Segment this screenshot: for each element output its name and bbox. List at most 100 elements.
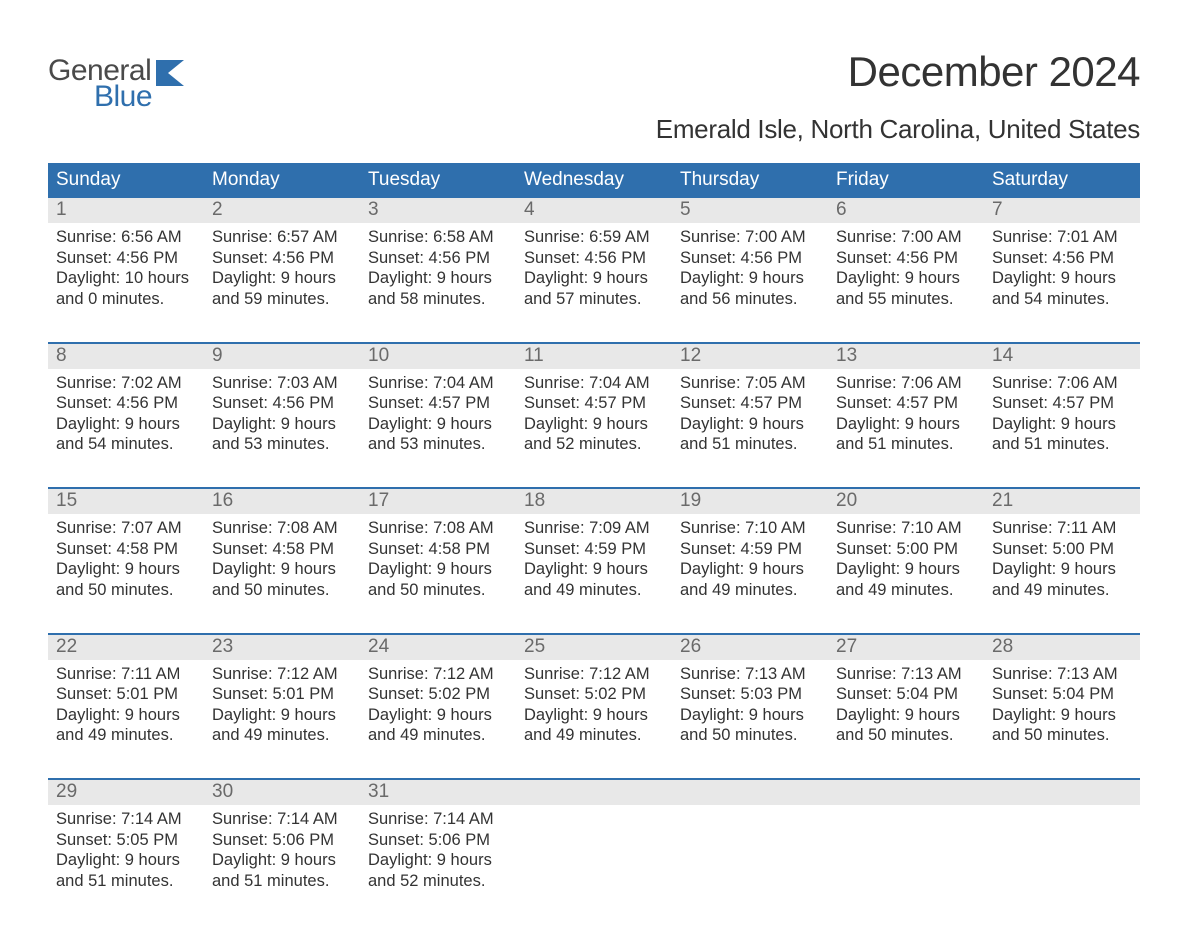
day-cell: Sunrise: 7:02 AMSunset: 4:56 PMDaylight:… bbox=[48, 369, 204, 464]
day-cell: Sunrise: 7:14 AMSunset: 5:06 PMDaylight:… bbox=[204, 805, 360, 900]
daylight-text-1: Daylight: 9 hours bbox=[836, 414, 976, 435]
day-cell: Sunrise: 7:14 AMSunset: 5:05 PMDaylight:… bbox=[48, 805, 204, 900]
sunrise-text: Sunrise: 7:07 AM bbox=[56, 518, 196, 539]
daylight-text-1: Daylight: 9 hours bbox=[836, 268, 976, 289]
daylight-text-2: and 49 minutes. bbox=[212, 725, 352, 746]
weekday-label: Wednesday bbox=[516, 163, 672, 198]
daylight-text-2: and 55 minutes. bbox=[836, 289, 976, 310]
sunset-text: Sunset: 4:56 PM bbox=[56, 393, 196, 414]
day-number: 6 bbox=[828, 198, 984, 223]
sunset-text: Sunset: 4:56 PM bbox=[524, 248, 664, 269]
sunrise-text: Sunrise: 7:03 AM bbox=[212, 373, 352, 394]
calendar-week: 293031Sunrise: 7:14 AMSunset: 5:05 PMDay… bbox=[48, 778, 1140, 900]
daylight-text-2: and 54 minutes. bbox=[992, 289, 1132, 310]
day-number: 11 bbox=[516, 344, 672, 369]
daylight-text-2: and 57 minutes. bbox=[524, 289, 664, 310]
sunset-text: Sunset: 5:06 PM bbox=[368, 830, 508, 851]
sunrise-text: Sunrise: 7:14 AM bbox=[56, 809, 196, 830]
sunrise-text: Sunrise: 7:09 AM bbox=[524, 518, 664, 539]
calendar-week: 1234567Sunrise: 6:56 AMSunset: 4:56 PMDa… bbox=[48, 198, 1140, 318]
day-number: 19 bbox=[672, 489, 828, 514]
day-cell: Sunrise: 6:59 AMSunset: 4:56 PMDaylight:… bbox=[516, 223, 672, 318]
day-cell: Sunrise: 7:01 AMSunset: 4:56 PMDaylight:… bbox=[984, 223, 1140, 318]
daylight-text-1: Daylight: 9 hours bbox=[212, 850, 352, 871]
sunrise-text: Sunrise: 6:57 AM bbox=[212, 227, 352, 248]
day-number-row: 891011121314 bbox=[48, 344, 1140, 369]
day-cell: Sunrise: 7:06 AMSunset: 4:57 PMDaylight:… bbox=[828, 369, 984, 464]
day-number: 27 bbox=[828, 635, 984, 660]
day-number bbox=[984, 780, 1140, 805]
day-number: 22 bbox=[48, 635, 204, 660]
sunset-text: Sunset: 5:02 PM bbox=[368, 684, 508, 705]
daylight-text-2: and 50 minutes. bbox=[212, 580, 352, 601]
sunset-text: Sunset: 4:56 PM bbox=[836, 248, 976, 269]
day-number: 8 bbox=[48, 344, 204, 369]
sunrise-text: Sunrise: 7:02 AM bbox=[56, 373, 196, 394]
daylight-text-1: Daylight: 9 hours bbox=[368, 705, 508, 726]
daylight-text-1: Daylight: 9 hours bbox=[680, 268, 820, 289]
calendar-week: 22232425262728Sunrise: 7:11 AMSunset: 5:… bbox=[48, 633, 1140, 755]
daylight-text-1: Daylight: 9 hours bbox=[992, 268, 1132, 289]
sunrise-text: Sunrise: 7:13 AM bbox=[992, 664, 1132, 685]
day-cell: Sunrise: 7:11 AMSunset: 5:01 PMDaylight:… bbox=[48, 660, 204, 755]
daylight-text-2: and 49 minutes. bbox=[524, 580, 664, 601]
day-cell bbox=[516, 805, 672, 900]
page-header: General Blue December 2024 Emerald Isle,… bbox=[48, 48, 1140, 145]
daylight-text-1: Daylight: 9 hours bbox=[680, 559, 820, 580]
daylight-text-2: and 50 minutes. bbox=[836, 725, 976, 746]
location-text: Emerald Isle, North Carolina, United Sta… bbox=[656, 114, 1140, 145]
sunset-text: Sunset: 5:04 PM bbox=[992, 684, 1132, 705]
calendar: Sunday Monday Tuesday Wednesday Thursday… bbox=[48, 163, 1140, 900]
brand-logo: General Blue bbox=[48, 48, 190, 112]
day-number: 31 bbox=[360, 780, 516, 805]
day-number-row: 1234567 bbox=[48, 198, 1140, 223]
day-number: 9 bbox=[204, 344, 360, 369]
day-number bbox=[672, 780, 828, 805]
sunrise-text: Sunrise: 7:00 AM bbox=[680, 227, 820, 248]
day-cell: Sunrise: 7:04 AMSunset: 4:57 PMDaylight:… bbox=[360, 369, 516, 464]
sunset-text: Sunset: 5:06 PM bbox=[212, 830, 352, 851]
weekday-label: Sunday bbox=[48, 163, 204, 198]
day-number-row: 15161718192021 bbox=[48, 489, 1140, 514]
daylight-text-2: and 53 minutes. bbox=[212, 434, 352, 455]
daylight-text-1: Daylight: 9 hours bbox=[992, 705, 1132, 726]
day-cell: Sunrise: 7:00 AMSunset: 4:56 PMDaylight:… bbox=[828, 223, 984, 318]
day-number: 24 bbox=[360, 635, 516, 660]
day-number: 18 bbox=[516, 489, 672, 514]
sunset-text: Sunset: 4:57 PM bbox=[680, 393, 820, 414]
sunset-text: Sunset: 5:00 PM bbox=[992, 539, 1132, 560]
daylight-text-2: and 50 minutes. bbox=[680, 725, 820, 746]
daylight-text-1: Daylight: 9 hours bbox=[368, 850, 508, 871]
day-number: 29 bbox=[48, 780, 204, 805]
day-cell: Sunrise: 7:14 AMSunset: 5:06 PMDaylight:… bbox=[360, 805, 516, 900]
day-cell: Sunrise: 6:56 AMSunset: 4:56 PMDaylight:… bbox=[48, 223, 204, 318]
daylight-text-1: Daylight: 9 hours bbox=[524, 559, 664, 580]
day-number: 20 bbox=[828, 489, 984, 514]
day-cell: Sunrise: 7:13 AMSunset: 5:04 PMDaylight:… bbox=[828, 660, 984, 755]
sunrise-text: Sunrise: 6:59 AM bbox=[524, 227, 664, 248]
daylight-text-2: and 49 minutes. bbox=[992, 580, 1132, 601]
sunset-text: Sunset: 5:04 PM bbox=[836, 684, 976, 705]
title-block: December 2024 Emerald Isle, North Caroli… bbox=[656, 48, 1140, 145]
day-cell: Sunrise: 6:58 AMSunset: 4:56 PMDaylight:… bbox=[360, 223, 516, 318]
day-cell bbox=[828, 805, 984, 900]
weekday-label: Thursday bbox=[672, 163, 828, 198]
daylight-text-1: Daylight: 9 hours bbox=[212, 705, 352, 726]
day-cell: Sunrise: 7:00 AMSunset: 4:56 PMDaylight:… bbox=[672, 223, 828, 318]
weekday-label: Saturday bbox=[984, 163, 1140, 198]
day-cell: Sunrise: 7:09 AMSunset: 4:59 PMDaylight:… bbox=[516, 514, 672, 609]
day-number: 26 bbox=[672, 635, 828, 660]
daylight-text-1: Daylight: 9 hours bbox=[56, 414, 196, 435]
sunset-text: Sunset: 4:56 PM bbox=[56, 248, 196, 269]
sunrise-text: Sunrise: 6:56 AM bbox=[56, 227, 196, 248]
sunrise-text: Sunrise: 7:01 AM bbox=[992, 227, 1132, 248]
day-cell: Sunrise: 7:03 AMSunset: 4:56 PMDaylight:… bbox=[204, 369, 360, 464]
sunset-text: Sunset: 4:58 PM bbox=[56, 539, 196, 560]
day-number: 1 bbox=[48, 198, 204, 223]
day-number: 25 bbox=[516, 635, 672, 660]
daylight-text-2: and 53 minutes. bbox=[368, 434, 508, 455]
sunrise-text: Sunrise: 7:06 AM bbox=[836, 373, 976, 394]
day-cell: Sunrise: 7:12 AMSunset: 5:01 PMDaylight:… bbox=[204, 660, 360, 755]
daylight-text-1: Daylight: 9 hours bbox=[368, 268, 508, 289]
day-number: 7 bbox=[984, 198, 1140, 223]
